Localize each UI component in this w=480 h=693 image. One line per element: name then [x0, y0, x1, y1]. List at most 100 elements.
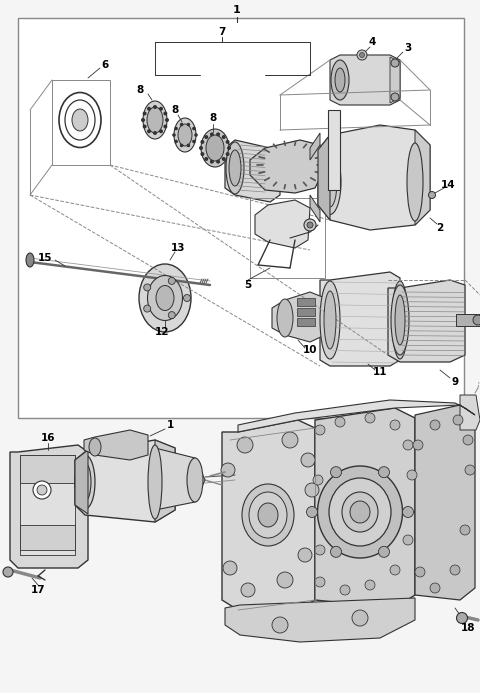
Circle shape [153, 131, 157, 135]
Text: 4: 4 [368, 37, 376, 47]
Polygon shape [310, 133, 320, 160]
Circle shape [204, 157, 208, 161]
Bar [297, 318, 315, 326]
Ellipse shape [65, 100, 95, 140]
Circle shape [172, 133, 176, 137]
Circle shape [307, 222, 313, 228]
Text: 6: 6 [101, 60, 108, 70]
Circle shape [305, 483, 319, 497]
Ellipse shape [187, 458, 203, 502]
Ellipse shape [226, 142, 244, 194]
Circle shape [194, 133, 198, 137]
Circle shape [315, 577, 325, 587]
Ellipse shape [350, 501, 370, 523]
Circle shape [304, 219, 316, 231]
Polygon shape [310, 195, 320, 222]
Polygon shape [320, 272, 400, 366]
Text: 1: 1 [233, 5, 241, 15]
Circle shape [143, 112, 146, 116]
Circle shape [391, 59, 399, 67]
Polygon shape [238, 400, 475, 432]
Polygon shape [75, 440, 175, 522]
Circle shape [147, 107, 151, 111]
Circle shape [415, 567, 425, 577]
Circle shape [331, 546, 341, 557]
Circle shape [357, 50, 367, 60]
Circle shape [223, 561, 237, 575]
Ellipse shape [277, 299, 293, 337]
Ellipse shape [89, 438, 101, 456]
Circle shape [147, 130, 151, 133]
Text: 18: 18 [461, 623, 475, 633]
Circle shape [210, 159, 214, 164]
Circle shape [241, 583, 255, 597]
Circle shape [204, 135, 208, 139]
Circle shape [277, 572, 293, 588]
Circle shape [453, 415, 463, 425]
Ellipse shape [335, 68, 345, 92]
Polygon shape [222, 420, 315, 610]
Ellipse shape [147, 276, 182, 320]
Circle shape [360, 53, 364, 58]
Circle shape [222, 135, 226, 139]
Circle shape [403, 535, 413, 545]
Text: 9: 9 [451, 377, 458, 387]
Text: 16: 16 [41, 433, 55, 443]
Circle shape [180, 143, 183, 147]
Circle shape [163, 125, 168, 128]
Ellipse shape [320, 281, 340, 359]
Polygon shape [388, 280, 465, 362]
Text: 1: 1 [167, 420, 174, 430]
Polygon shape [272, 292, 325, 342]
Ellipse shape [395, 295, 405, 345]
Polygon shape [255, 200, 310, 248]
Circle shape [403, 440, 413, 450]
Polygon shape [318, 125, 430, 230]
Ellipse shape [391, 285, 409, 355]
Ellipse shape [79, 463, 91, 501]
Ellipse shape [342, 492, 378, 532]
Ellipse shape [178, 124, 192, 146]
Polygon shape [415, 405, 475, 600]
Ellipse shape [139, 264, 191, 332]
Text: 8: 8 [209, 113, 216, 123]
Circle shape [272, 617, 288, 633]
Bar [297, 298, 315, 306]
Circle shape [237, 437, 253, 453]
Circle shape [159, 107, 163, 111]
Ellipse shape [392, 281, 408, 359]
Circle shape [174, 127, 178, 130]
Circle shape [159, 130, 163, 133]
Ellipse shape [319, 150, 341, 215]
Circle shape [430, 420, 440, 430]
Ellipse shape [59, 92, 101, 148]
Circle shape [216, 159, 220, 164]
Ellipse shape [174, 118, 196, 152]
Circle shape [335, 417, 345, 427]
Circle shape [456, 613, 468, 624]
Circle shape [163, 112, 168, 116]
Ellipse shape [229, 150, 241, 186]
Polygon shape [225, 140, 280, 202]
Circle shape [413, 440, 423, 450]
Circle shape [403, 507, 413, 518]
Ellipse shape [156, 286, 174, 310]
Circle shape [3, 567, 13, 577]
Circle shape [210, 132, 214, 137]
Ellipse shape [26, 253, 34, 267]
Circle shape [37, 485, 47, 495]
Ellipse shape [148, 445, 162, 519]
Bar [20, 525, 75, 550]
Ellipse shape [72, 109, 88, 131]
Circle shape [187, 123, 190, 126]
Text: 8: 8 [136, 85, 144, 95]
Ellipse shape [329, 478, 391, 546]
Ellipse shape [242, 484, 294, 546]
Circle shape [460, 525, 470, 535]
Bar [18, 18, 464, 418]
Circle shape [331, 466, 341, 477]
Ellipse shape [324, 291, 336, 349]
Circle shape [352, 610, 368, 626]
Polygon shape [318, 135, 330, 220]
Text: 10: 10 [303, 345, 317, 355]
